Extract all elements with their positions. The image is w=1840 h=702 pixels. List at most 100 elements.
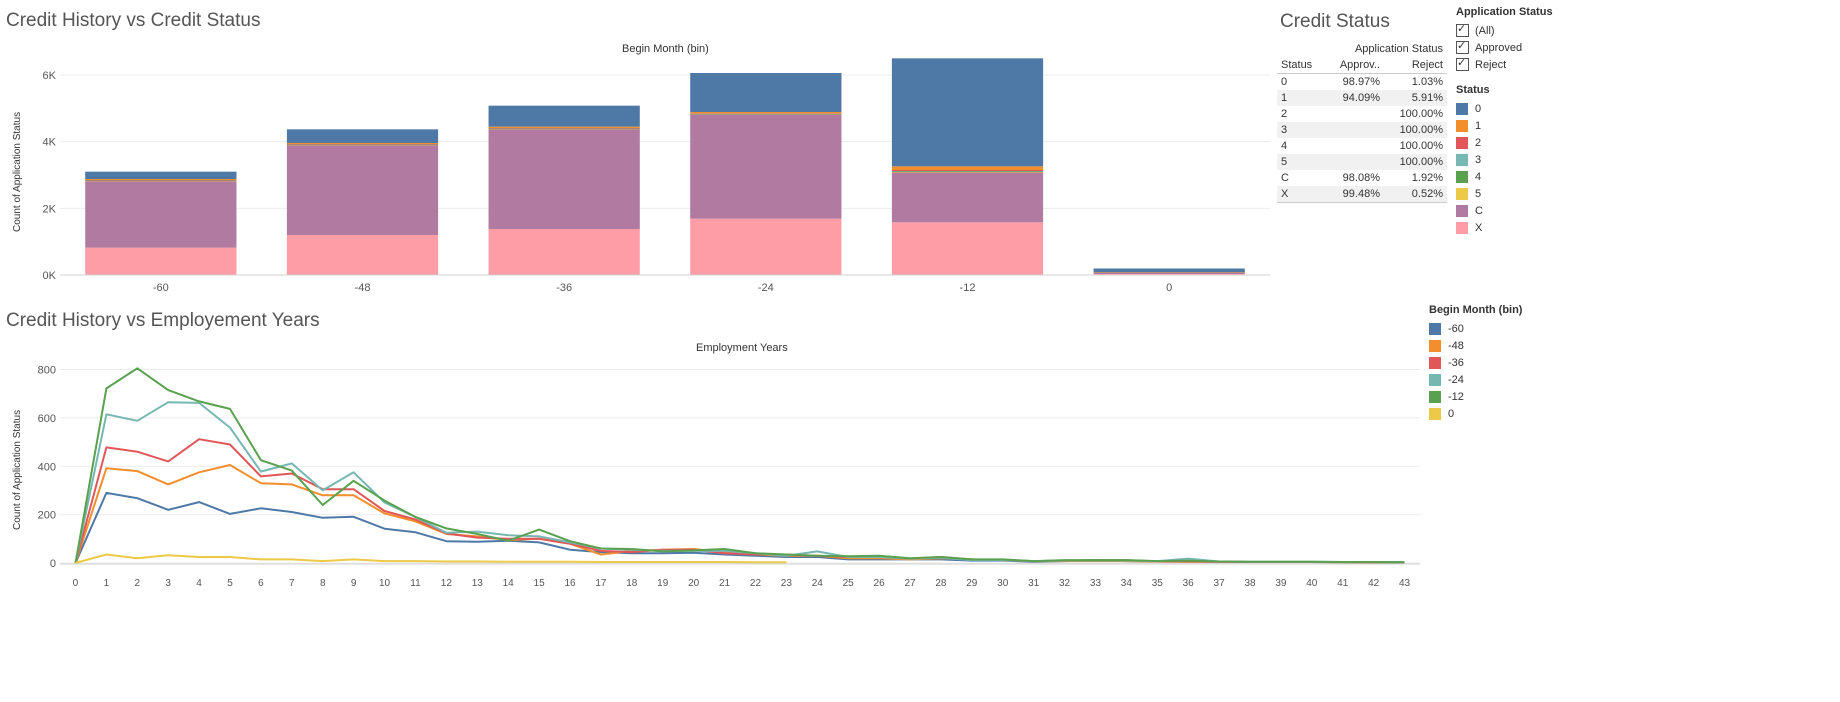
bar-segment-C [690, 114, 842, 219]
x-tick-label: 14 [503, 578, 515, 589]
bar-segment-0 [85, 171, 237, 179]
table-cell-status: 4 [1281, 140, 1288, 152]
table-col-header-approved: Approv.. [1339, 59, 1380, 71]
series-line--12 [74, 367, 1405, 564]
status-legend-item-X[interactable]: X [1456, 219, 1490, 236]
status-legend-item-0[interactable]: 0 [1456, 100, 1490, 117]
x-tick-label: 24 [812, 578, 824, 589]
status-legend-title: Status [1456, 84, 1490, 96]
bar-segment-0 [286, 129, 439, 143]
x-tick-label: 3 [165, 578, 171, 589]
legend-swatch [1456, 204, 1468, 217]
legend-label: 0 [1475, 102, 1482, 115]
table-cell-reject: 100.00% [1383, 154, 1447, 170]
bar-segment-C [286, 145, 439, 235]
table-cell-reject: 100.00% [1399, 140, 1443, 152]
bar-segment-X [690, 218, 842, 275]
y-tick-label: 0 [50, 558, 56, 570]
filter-option-label: Reject [1475, 58, 1507, 71]
top-chart-title: Credit History vs Credit Status [6, 10, 261, 31]
x-tick-label: 23 [781, 578, 793, 589]
filter-title: Application Status [1456, 6, 1553, 18]
x-tick-label: 4 [196, 578, 202, 589]
status-legend-item-1[interactable]: 1 [1456, 117, 1490, 134]
table-cell-approved [1325, 154, 1384, 170]
series-line--36 [74, 438, 1405, 564]
y-tick-label: 0K [43, 270, 57, 282]
table-row: 0 98.97% 1.03% [1277, 74, 1447, 91]
checkbox-checked-icon[interactable] [1456, 56, 1469, 71]
table-cell-reject: 1.92% [1411, 172, 1443, 184]
table-cell-status: 3 [1277, 122, 1325, 138]
bar-segment-3 [85, 180, 237, 181]
x-tick-label: -24 [758, 282, 774, 294]
legend-label: -12 [1448, 390, 1464, 403]
x-tick-label: 26 [874, 578, 886, 589]
status-legend-item-5[interactable]: 5 [1456, 185, 1490, 202]
top-bar-chart: 0K 2K 4K 6K -60 -48 -36 -24 -12 0 [43, 58, 1270, 294]
top-chart-header: Begin Month (bin) [622, 43, 709, 55]
bar-segment-1 [1093, 272, 1245, 273]
x-tick-label: 42 [1368, 578, 1380, 589]
bar-segment-5 [286, 144, 439, 146]
x-tick-label: 34 [1121, 578, 1133, 589]
month-legend-item--24[interactable]: -24 [1429, 371, 1522, 388]
legend-label: -60 [1448, 322, 1464, 335]
x-tick-label: 16 [564, 578, 576, 589]
begin-month-legend: Begin Month (bin) -60 -48 -36 -24 -12 0 [1429, 304, 1522, 422]
series-line--24 [74, 401, 1405, 564]
bottom-chart-title: Credit History vs Employement Years [6, 310, 320, 331]
month-legend-item--36[interactable]: -36 [1429, 354, 1522, 371]
table-row: 4 100.00% [1277, 138, 1447, 154]
legend-label: 0 [1448, 407, 1455, 420]
bar-segment-X [488, 229, 640, 275]
status-legend-item-4[interactable]: 4 [1456, 168, 1490, 185]
bar-segment-2 [690, 113, 842, 114]
month-legend-item--60[interactable]: -60 [1429, 320, 1522, 337]
status-legend-item-3[interactable]: 3 [1456, 151, 1490, 168]
table-row: 3 100.00% [1277, 122, 1447, 138]
table-cell-approved: 94.09% [1325, 90, 1384, 106]
filter-option-label: Approved [1475, 41, 1523, 54]
filter-option-reject[interactable]: Reject [1456, 56, 1553, 73]
month-legend-item-0[interactable]: 0 [1429, 405, 1522, 422]
month-legend-item--12[interactable]: -12 [1429, 388, 1522, 405]
legend-label: -24 [1448, 373, 1464, 386]
bar-segment-3 [891, 171, 1044, 172]
bar-segment-0 [891, 58, 1044, 167]
table-cell-approved: 98.08% [1342, 172, 1380, 184]
bar-segment-2 [891, 170, 1044, 171]
status-legend-item-C[interactable]: C [1456, 202, 1490, 219]
table-cell-status: C [1281, 172, 1289, 184]
bar-segment-5 [891, 172, 1044, 173]
checkbox-checked-icon[interactable] [1456, 39, 1469, 54]
bar-segment-2 [286, 144, 439, 145]
legend-swatch [1429, 322, 1441, 335]
x-tick-label: 19 [657, 578, 669, 589]
legend-swatch [1429, 339, 1441, 352]
bar-segment-1 [488, 126, 640, 128]
table-cell-approved [1325, 122, 1384, 138]
bar-segment-X [286, 235, 439, 275]
status-legend-item-2[interactable]: 2 [1456, 134, 1490, 151]
bar-segment-2 [488, 128, 640, 129]
table-row: 1 94.09% 5.91% [1277, 90, 1447, 106]
table-cell-reject: 0.52% [1383, 186, 1447, 203]
x-tick-label: 32 [1059, 578, 1071, 589]
x-tick-label: 6 [258, 578, 264, 589]
filter-option-all[interactable]: (All) [1456, 22, 1553, 39]
filter-option-approved[interactable]: Approved [1456, 39, 1553, 56]
y-tick-label: 6K [43, 70, 57, 82]
checkbox-checked-icon[interactable] [1456, 22, 1469, 37]
x-tick-label: 29 [966, 578, 978, 589]
legend-label: 1 [1475, 119, 1482, 132]
bar-segment-1 [85, 179, 237, 180]
legend-swatch [1456, 221, 1468, 234]
table-col-header-reject: Reject [1411, 59, 1443, 71]
y-tick-label: 4K [43, 137, 57, 149]
month-legend-item--48[interactable]: -48 [1429, 337, 1522, 354]
legend-swatch [1429, 390, 1441, 403]
x-tick-label: 0 [1166, 282, 1172, 294]
